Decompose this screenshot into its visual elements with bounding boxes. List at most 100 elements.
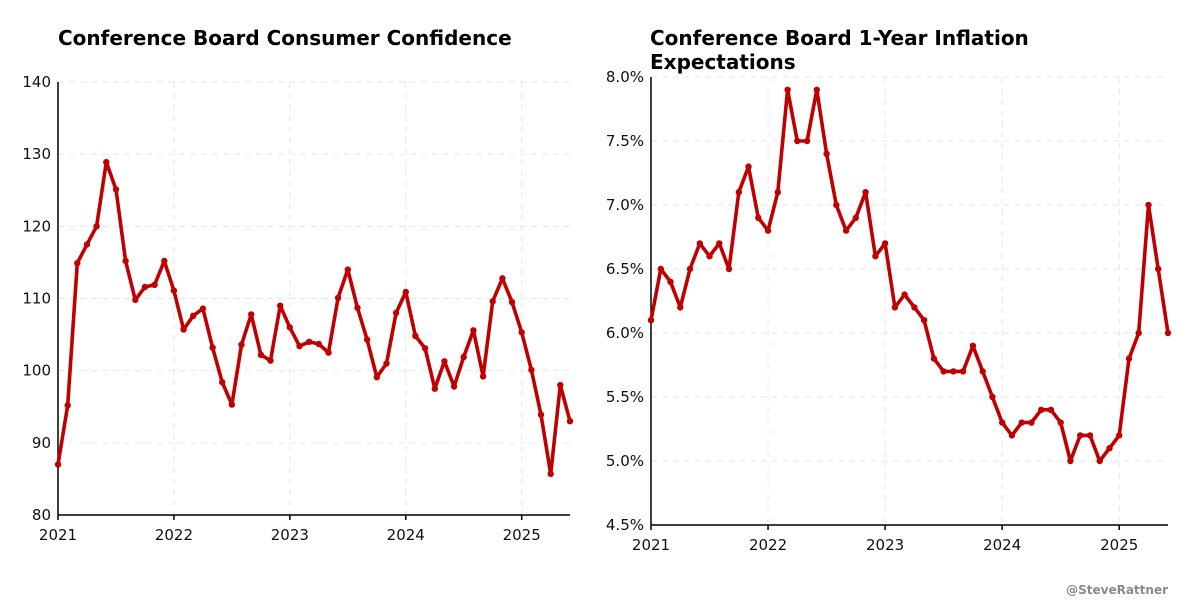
data-point	[1125, 355, 1133, 362]
data-point	[677, 304, 684, 311]
data-point	[296, 342, 303, 350]
data-point	[228, 401, 236, 408]
x-tick-label: 2021	[39, 526, 77, 544]
data-point	[872, 253, 879, 260]
data-point	[508, 298, 516, 306]
data-point	[706, 253, 713, 260]
data-point	[774, 189, 781, 196]
y-tick-label: 7.5%	[606, 132, 644, 150]
series-inflation-expectations	[647, 86, 1172, 465]
data-point	[460, 353, 467, 361]
data-point	[392, 309, 400, 317]
data-point	[315, 340, 322, 348]
data-point	[735, 189, 742, 196]
data-point	[209, 344, 216, 351]
data-point	[151, 281, 158, 288]
data-point	[103, 158, 110, 166]
chart-title-line-1: Conference Board 1-Year Inflation	[650, 26, 1029, 50]
data-point	[238, 341, 245, 348]
data-point	[190, 312, 197, 319]
gridlines	[651, 76, 1168, 525]
y-tick-label: 6.5%	[606, 260, 644, 278]
data-point	[83, 241, 91, 248]
data-point	[277, 302, 284, 309]
data-point	[412, 332, 419, 340]
data-point	[1155, 265, 1162, 273]
y-tick-label: 5.5%	[606, 388, 644, 406]
data-point	[784, 86, 791, 94]
x-tick-label: 2023	[866, 536, 904, 554]
data-point	[470, 327, 477, 334]
data-point	[141, 283, 149, 291]
data-point	[755, 214, 762, 221]
x-tick-label: 2022	[155, 526, 193, 544]
data-point	[363, 336, 371, 343]
data-point	[989, 393, 996, 401]
y-tick-label: 130	[22, 145, 51, 163]
data-point	[1145, 201, 1152, 209]
data-point	[1028, 419, 1035, 426]
data-point	[842, 227, 850, 234]
x-tick-label: 2024	[983, 536, 1021, 554]
data-point	[450, 383, 458, 390]
y-tick-label: 7.0%	[606, 196, 644, 214]
data-point	[64, 402, 71, 409]
data-point	[566, 418, 574, 425]
data-point	[1057, 419, 1064, 426]
data-point	[161, 257, 168, 265]
data-point	[940, 368, 947, 375]
series-line	[56, 160, 572, 476]
data-point	[1135, 329, 1142, 337]
data-point	[518, 329, 525, 336]
data-point	[344, 266, 351, 273]
data-point	[1018, 419, 1025, 426]
data-point	[74, 259, 81, 267]
data-point	[657, 265, 664, 273]
consumer-confidence-chart: Conference Board Consumer Confidence 80 9…	[22, 26, 574, 544]
data-point	[862, 189, 869, 196]
y-tick-label: 100	[22, 362, 51, 380]
data-point	[132, 296, 139, 304]
data-point	[489, 298, 496, 305]
data-point	[999, 419, 1006, 426]
y-tick-labels: 80 90 100 110 120 130 140	[22, 73, 51, 524]
data-point	[1086, 432, 1094, 439]
chart-title: Conference Board Consumer Confidence	[58, 26, 512, 50]
x-tick-label: 2025	[503, 526, 541, 544]
gridlines	[58, 81, 570, 515]
data-point	[479, 373, 487, 380]
y-tick-label: 8.0%	[606, 68, 644, 86]
data-point	[267, 357, 274, 364]
data-point	[373, 374, 380, 381]
data-point	[686, 265, 694, 273]
credit-label: @SteveRattner	[1066, 583, 1168, 597]
x-tick-label: 2021	[632, 536, 670, 554]
data-point	[421, 345, 429, 352]
x-tick-label: 2022	[749, 536, 787, 554]
data-point	[1164, 329, 1172, 337]
data-point	[402, 288, 409, 296]
data-point	[901, 291, 908, 298]
data-point	[499, 275, 506, 282]
y-tick-label: 5.0%	[606, 452, 644, 470]
data-point	[1077, 432, 1084, 439]
data-point	[306, 338, 313, 345]
data-point	[969, 342, 977, 349]
series-confidence	[54, 158, 574, 478]
data-point	[112, 186, 120, 193]
data-point	[920, 317, 928, 324]
data-point	[1106, 445, 1113, 452]
data-point	[180, 326, 187, 333]
y-tick-label: 4.5%	[606, 516, 644, 534]
x-tick-label: 2025	[1100, 536, 1138, 554]
data-point	[219, 379, 226, 386]
y-tick-label: 140	[22, 73, 51, 91]
data-point	[1008, 432, 1016, 439]
data-point	[441, 358, 448, 365]
data-point	[803, 137, 811, 145]
data-point	[334, 294, 342, 301]
data-point	[667, 278, 674, 285]
data-point	[528, 366, 535, 374]
y-tick-label: 6.0%	[606, 324, 644, 342]
data-point	[979, 368, 986, 375]
